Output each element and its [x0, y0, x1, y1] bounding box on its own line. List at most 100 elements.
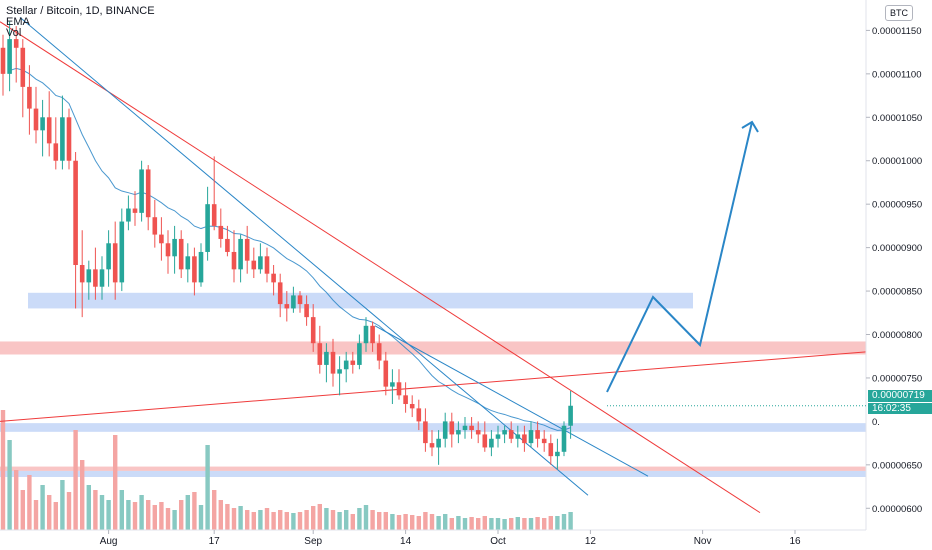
candle-body [277, 282, 283, 305]
volume-bar [258, 510, 263, 530]
volume-bar [297, 512, 303, 530]
projection-arrow-icon [741, 120, 759, 133]
volume-bar [337, 512, 342, 530]
candle-body [502, 430, 507, 435]
volume-bar [192, 492, 197, 530]
volume-bar [0, 410, 6, 530]
candle-body [396, 382, 402, 396]
volume-bar [383, 512, 388, 530]
candle-body [93, 269, 98, 287]
candle-body [192, 256, 197, 283]
candle-body [185, 256, 191, 270]
candle-body [409, 404, 415, 409]
ema-line [9, 67, 571, 431]
volume-bar [251, 512, 256, 530]
price-tick-label: 0.00001150 [872, 26, 922, 37]
volume-bar [396, 515, 402, 530]
symbol-title[interactable]: Stellar / Bitcoin, 1D, BINANCE [6, 5, 155, 17]
time-tick-label: 14 [400, 536, 412, 547]
volume-bar [264, 508, 270, 530]
support-zone-upper [28, 292, 693, 309]
candle-body [522, 434, 527, 444]
candle-body [238, 238, 243, 270]
volume-bar [317, 504, 322, 530]
volume-bar [113, 435, 118, 530]
volume-bar [212, 490, 217, 530]
volume-bar [225, 504, 230, 530]
volume-bar [528, 518, 534, 530]
volume-bar [146, 500, 151, 530]
volume-indicator-label[interactable]: Vol [6, 27, 22, 39]
time-tick-label: Aug [100, 536, 118, 547]
last-price-label: 0.00000719 [868, 390, 932, 402]
volume-bar [172, 510, 177, 530]
candle-body [489, 438, 494, 448]
volume-bar [179, 500, 184, 530]
volume-bar [86, 485, 91, 530]
candle-body [20, 47, 26, 87]
candle-body [475, 430, 481, 435]
candle-body [225, 238, 230, 252]
candle-body [508, 430, 514, 439]
ema-indicator-label[interactable]: EMA [6, 16, 30, 28]
candle-body [46, 117, 52, 144]
candle-body [284, 304, 290, 309]
volume-bar [568, 512, 573, 530]
volume-bar [324, 508, 329, 530]
candle-body [403, 395, 408, 405]
candle-body [423, 421, 428, 444]
volume-bar [218, 500, 223, 530]
candle-body [165, 243, 171, 257]
volume-bar [390, 514, 395, 530]
volume-bar [350, 514, 355, 530]
candle-body [482, 434, 488, 448]
price-tick-label: 0.00000950 [872, 200, 922, 211]
volume-bar [93, 490, 98, 530]
volume-bar [119, 490, 124, 530]
bar-countdown-label: 16:02:35 [868, 403, 932, 414]
candle-body [568, 405, 573, 426]
rising-trend-line-red [0, 351, 867, 422]
time-tick-label: Nov [694, 536, 712, 547]
volume-bar [403, 514, 408, 530]
price-tick-label: 0.00001050 [872, 113, 922, 124]
price-tick-label: 0.00000650 [872, 460, 922, 471]
candle-body [456, 430, 461, 435]
volume-bar [489, 518, 494, 530]
resistance-zone [0, 341, 866, 355]
volume-bar [7, 440, 12, 530]
projection-path [606, 121, 753, 393]
volume-bar [495, 518, 501, 530]
candle-body [40, 117, 45, 131]
volume-bar [423, 512, 428, 530]
candle-body [317, 343, 323, 365]
volume-bar [185, 495, 190, 530]
price-tick-label: 0.00000900 [872, 243, 922, 254]
candle-body [297, 295, 303, 305]
volume-bar [443, 514, 448, 530]
support-zone-mid [0, 423, 866, 432]
volume-bar [99, 495, 105, 530]
volume-bar [456, 516, 461, 530]
candle-body [449, 421, 455, 435]
volume-bar [126, 500, 131, 530]
candle-body [112, 243, 118, 283]
candle-body [376, 343, 382, 361]
candle-body [13, 39, 19, 48]
candle-body [198, 251, 204, 283]
volume-bar [278, 510, 283, 530]
candle-body [178, 238, 184, 270]
price-tick-label: 0.00001000 [872, 156, 922, 167]
price-tick-label: 0.00000600 [872, 504, 922, 515]
volume-bar [245, 510, 250, 530]
candle-body [60, 117, 65, 161]
candle-body [264, 256, 270, 274]
volume-bar [311, 506, 316, 530]
candle-body [218, 225, 224, 239]
currency-badge[interactable]: BTC [885, 5, 913, 21]
downtrend-line-blue [19, 16, 589, 496]
volume-bar [482, 516, 487, 530]
price-tick-label: 0.00000800 [872, 330, 922, 341]
candle-body [442, 421, 448, 439]
